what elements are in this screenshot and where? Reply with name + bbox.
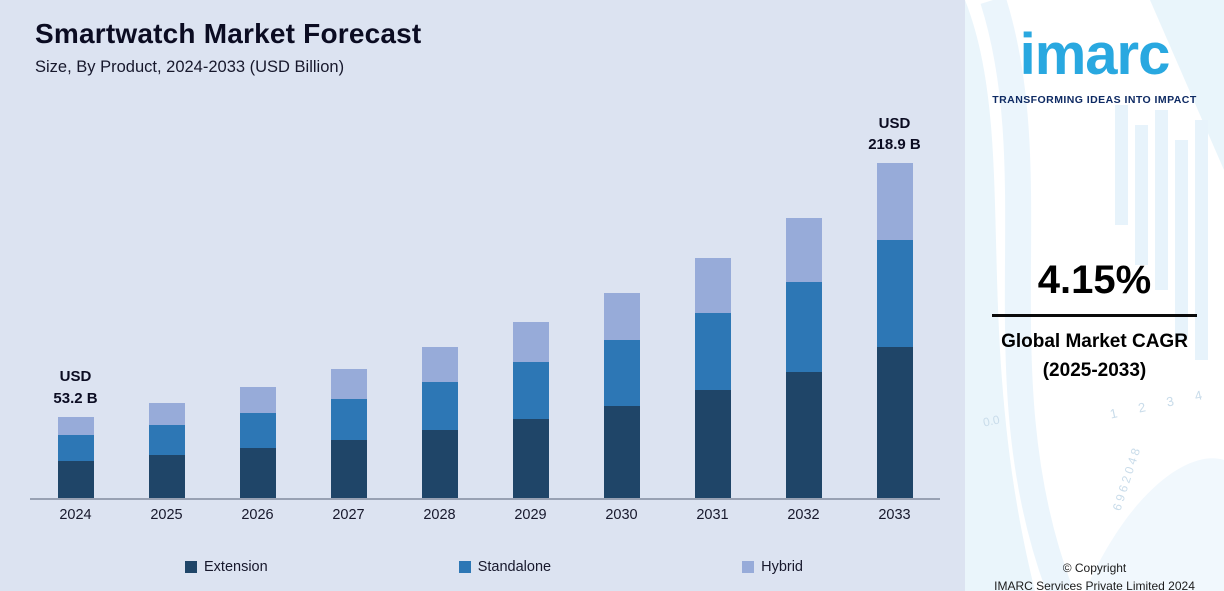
bar-stack	[512, 322, 549, 498]
watermark-numbers: 1 2 3 4	[1108, 385, 1213, 422]
cagr-value: 4.15%	[1037, 258, 1152, 302]
bar-segment-extension	[603, 405, 640, 498]
legend-marker-extension	[185, 561, 197, 573]
bar-segment-hybrid	[421, 347, 458, 383]
bar-column: USD 218.9 B	[849, 106, 940, 498]
bar-segment-standalone	[694, 313, 731, 390]
x-axis-label: 2027	[332, 507, 365, 523]
x-labels: 2024 2025 2026 2027 2028 2029 2030 2031 2032 2033	[30, 507, 940, 523]
bar-segment-extension	[421, 430, 458, 498]
bar-stack	[876, 163, 913, 498]
bar-segment-extension	[785, 371, 822, 498]
copyright-line2: IMARC Services Private Limited 2024	[994, 579, 1195, 591]
bar-segment-extension	[694, 389, 731, 498]
x-axis-label: 2029	[514, 507, 547, 523]
bar-segment-standalone	[876, 240, 913, 348]
imarc-logo: imarc	[1019, 22, 1171, 87]
x-axis-label: 2028	[423, 507, 456, 523]
plot-area: USD 53.2 B USD 218.9 B	[30, 106, 940, 500]
bar-annotation: USD 53.2 B	[53, 368, 98, 407]
bar-stack	[785, 217, 822, 498]
brand-tagline: TRANSFORMING IDEAS INTO IMPACT	[992, 94, 1197, 106]
bar-segment-standalone	[603, 340, 640, 406]
cagr-label-line1: Global Market CAGR	[1001, 331, 1188, 352]
bar-segment-hybrid	[512, 322, 549, 363]
cagr-label-line2: (2025-2033)	[1042, 359, 1147, 381]
legend: Extension Standalone Hybrid	[185, 559, 803, 575]
bar-segment-hybrid	[785, 217, 822, 283]
bar-stack	[694, 257, 731, 498]
x-axis-label: 2032	[787, 507, 820, 523]
bar-annotation: USD 218.9 B	[868, 114, 921, 154]
bar-segment-extension	[330, 439, 367, 498]
x-axis-label: 2031	[696, 507, 729, 523]
bar-segment-extension	[239, 448, 276, 498]
legend-label: Standalone	[477, 559, 552, 575]
legend-item-hybrid: Hybrid	[742, 559, 803, 575]
bar-segment-extension	[148, 455, 185, 498]
copyright-line1: © Copyright	[1062, 561, 1127, 575]
bar-segment-standalone	[148, 425, 185, 456]
bar-segment-hybrid	[57, 416, 94, 436]
bars: USD 53.2 B USD 218.9 B	[30, 106, 940, 498]
bar-stack	[239, 387, 276, 498]
bar-stack	[330, 368, 367, 498]
bar-segment-standalone	[785, 282, 822, 372]
copyright: © Copyright IMARC Services Private Limit…	[965, 559, 1224, 591]
x-axis-label: 2033	[878, 507, 911, 523]
chart-title: Smartwatch Market Forecast	[35, 18, 422, 49]
legend-item-extension: Extension	[185, 559, 268, 575]
sidebar: imarc TRANSFORMING IDEAS INTO IMPACT 4.1…	[965, 0, 1224, 591]
legend-marker-hybrid	[742, 561, 755, 573]
bar-column	[667, 106, 758, 498]
chart-header: Smartwatch Market Forecast Size, By Prod…	[35, 18, 421, 77]
bar-segment-extension	[512, 418, 549, 498]
bar-segment-standalone	[512, 362, 549, 419]
bar-stack	[603, 292, 640, 498]
bar-segment-standalone	[239, 412, 276, 449]
bar-column: USD 53.2 B	[30, 106, 121, 498]
legend-item-standalone: Standalone	[458, 559, 552, 575]
bar-segment-hybrid	[694, 257, 731, 314]
chart-subtitle: Size, By Product, 2024-2033 (USD Billion…	[35, 58, 345, 76]
bar-segment-standalone	[421, 382, 458, 431]
bar-segment-extension	[57, 461, 94, 498]
bar-stack	[421, 347, 458, 498]
bar-column	[758, 106, 849, 498]
bar-segment-standalone	[57, 435, 94, 462]
bar-segment-hybrid	[148, 403, 185, 426]
bar-column	[394, 106, 485, 498]
x-axis-label: 2030	[605, 507, 638, 523]
bar-column	[576, 106, 667, 498]
cagr-label: Global Market CAGR (2025-2033)	[965, 328, 1224, 385]
bar-segment-standalone	[330, 398, 367, 440]
bar-column	[121, 106, 212, 498]
bar-segment-hybrid	[239, 387, 276, 413]
bar-segment-hybrid	[876, 163, 913, 241]
legend-marker-standalone	[458, 561, 471, 573]
bar-column	[485, 106, 576, 498]
bar-segment-hybrid	[603, 292, 640, 341]
x-axis-label: 2025	[150, 507, 183, 523]
bar-stack	[148, 403, 185, 498]
watermark-serial: 6962048	[1109, 443, 1144, 513]
watermark-decimal: 0.0	[981, 412, 1001, 430]
bar-column	[303, 106, 394, 498]
bar-segment-extension	[876, 347, 913, 498]
chart-panel: Smartwatch Market Forecast Size, By Prod…	[0, 0, 965, 591]
bar-stack	[57, 416, 94, 498]
bar-column	[212, 106, 303, 498]
x-axis-label: 2026	[241, 507, 274, 523]
bar-segment-hybrid	[330, 368, 367, 399]
legend-label: Extension	[204, 559, 268, 575]
legend-label: Hybrid	[761, 559, 803, 575]
x-axis-label: 2024	[59, 507, 92, 523]
divider-line	[992, 314, 1197, 317]
sidebar-content: imarc TRANSFORMING IDEAS INTO IMPACT 4.1…	[965, 26, 1224, 591]
